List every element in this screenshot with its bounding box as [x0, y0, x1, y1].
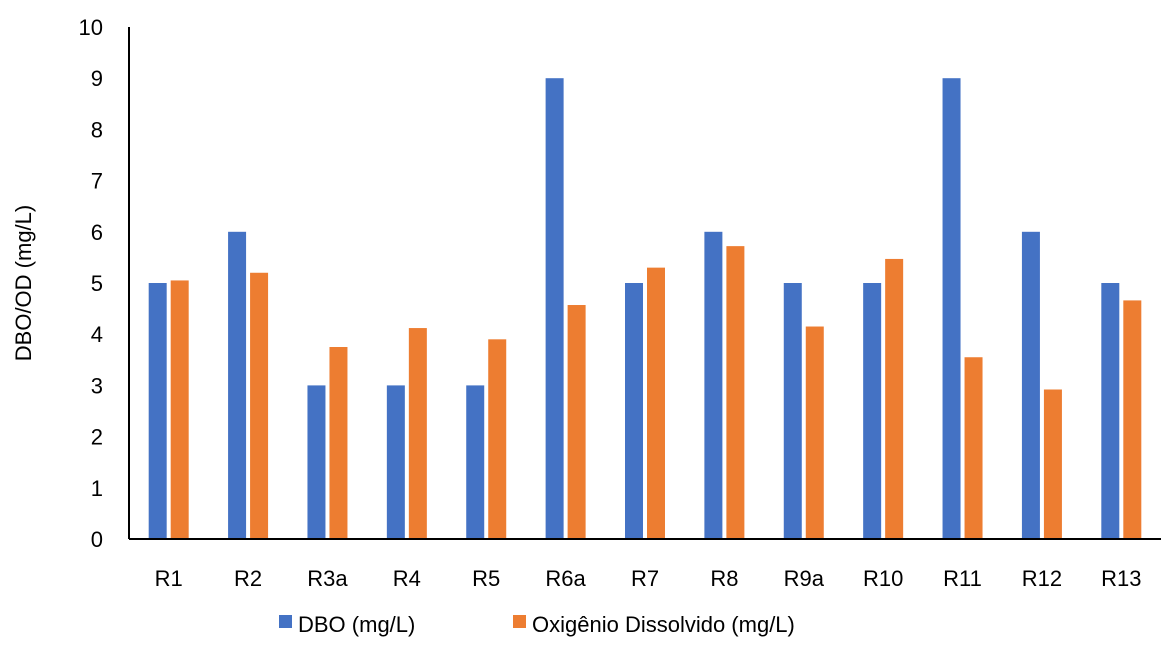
x-tick-label-r11: R11 — [943, 566, 982, 591]
x-axis-ticks: R1 R2 R3a R4 R5 R6a R7 R8 R9a R10 R11 R12 R13 — [155, 566, 1142, 591]
y-axis-ticks: 0 1 2 3 4 5 6 7 8 9 10 — [79, 15, 103, 552]
y-axis-label: DBO/OD (mg/L) — [11, 205, 36, 361]
legend-label-dbo: DBO (mg/L) — [298, 612, 415, 637]
x-tick-label-r5: R5 — [472, 566, 500, 591]
dbo-bar-r6a — [545, 78, 564, 539]
dbo-bar-r3a — [307, 385, 326, 539]
od-bar-r2 — [250, 272, 269, 539]
y-tick-label: 9 — [91, 66, 103, 91]
y-tick-label: 0 — [91, 527, 103, 552]
od-bar-r4 — [408, 328, 427, 539]
od-bar-r6a — [567, 305, 586, 539]
y-tick-label: 5 — [91, 271, 103, 296]
legend-label-od: Oxigênio Dissolvido (mg/L) — [532, 612, 795, 637]
od-bar-r10 — [885, 258, 904, 539]
x-tick-label-r1: R1 — [155, 566, 183, 591]
dbo-bar-r2 — [228, 231, 247, 540]
y-tick-label: 10 — [79, 15, 103, 40]
od-bar-r9a — [805, 326, 824, 539]
x-tick-label-r12: R12 — [1022, 566, 1062, 591]
od-bar-r8 — [726, 246, 745, 540]
x-tick-label-r6a: R6a — [545, 566, 586, 591]
y-tick-label: 6 — [91, 220, 103, 245]
x-tick-label-r9a: R9a — [784, 566, 825, 591]
dbo-bar-r8 — [704, 231, 723, 540]
od-bar-r3a — [329, 347, 348, 539]
legend: DBO (mg/L) Oxigênio Dissolvido (mg/L) — [279, 612, 795, 637]
od-bar-r5 — [488, 339, 507, 539]
dbo-bar-r4 — [386, 385, 405, 539]
y-tick-label: 7 — [91, 169, 103, 194]
x-tick-label-r2: R2 — [234, 566, 262, 591]
y-tick-label: 1 — [91, 476, 103, 501]
od-bar-r7 — [647, 267, 665, 539]
y-axis-label-group: DBO/OD (mg/L) — [11, 205, 36, 361]
dbo-bar-r12 — [1021, 231, 1040, 540]
y-tick-label: 4 — [91, 322, 103, 347]
x-tick-label-r13: R13 — [1101, 566, 1141, 591]
od-bar-r13 — [1123, 300, 1142, 539]
y-tick-label: 2 — [91, 425, 103, 450]
x-tick-label-r3a: R3a — [307, 566, 348, 591]
dbo-bar-r1 — [148, 283, 167, 539]
od-bar-r12 — [1043, 389, 1062, 539]
x-tick-label-r7: R7 — [631, 566, 659, 591]
od-bar-r1 — [170, 280, 189, 539]
y-tick-label: 3 — [91, 373, 103, 398]
od-bar-r11 — [964, 357, 983, 539]
dbo-bar-r9a — [783, 283, 802, 539]
x-tick-label-r4: R4 — [393, 566, 421, 591]
x-tick-label-r10: R10 — [863, 566, 903, 591]
axes — [128, 27, 1161, 540]
dbo-bar-r11 — [942, 78, 961, 539]
legend-swatch-dbo — [279, 615, 292, 628]
dbo-bar-r13 — [1101, 283, 1120, 539]
dbo-bar-r7 — [625, 283, 643, 539]
dbo-bar-r10 — [863, 283, 882, 539]
legend-swatch-od — [513, 615, 526, 628]
bar-series — [148, 78, 1142, 540]
y-tick-label: 8 — [91, 117, 103, 142]
dbo-bar-r5 — [466, 385, 485, 539]
x-tick-label-r8: R8 — [710, 566, 738, 591]
